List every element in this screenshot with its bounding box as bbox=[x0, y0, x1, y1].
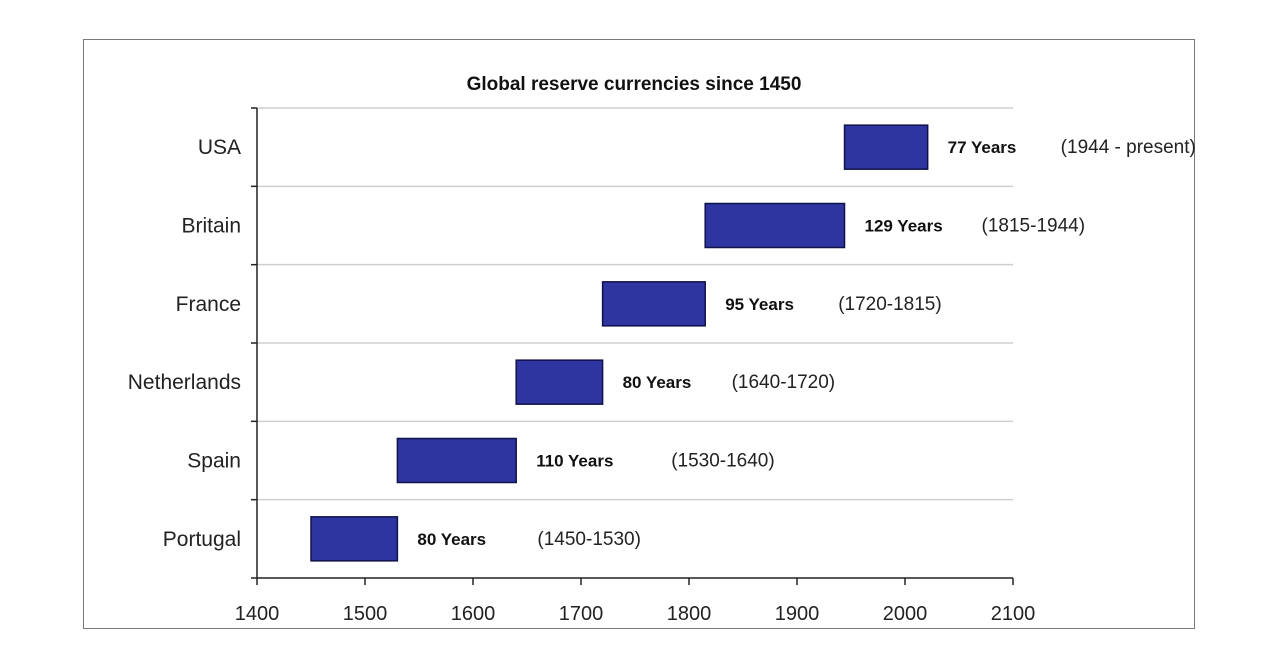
category-label-portugal: Portugal bbox=[163, 528, 241, 551]
x-tick-labels: 1400 1500 1600 1700 1800 1900 2000 2100 bbox=[235, 603, 1036, 625]
bar-france bbox=[601, 281, 706, 327]
duration-label-spain: 110 Years bbox=[536, 452, 613, 471]
gridlines bbox=[257, 107, 1013, 501]
period-label-spain: (1530-1640) bbox=[671, 451, 775, 472]
category-label-spain: Spain bbox=[187, 450, 241, 473]
x-tick-label-1500: 1500 bbox=[343, 603, 388, 625]
duration-label-britain: 129 Years bbox=[865, 217, 943, 236]
chart-frame bbox=[83, 39, 1195, 629]
duration-label-france: 95 Years bbox=[725, 295, 794, 314]
x-tick-label-1400: 1400 bbox=[235, 603, 280, 625]
axes bbox=[251, 107, 1014, 585]
category-label-france: France bbox=[176, 293, 241, 316]
data-labels: 77 Years (1944 - present) 129 Years (1815-1… bbox=[417, 137, 1195, 550]
category-label-britain: Britain bbox=[181, 215, 241, 238]
period-label-france: (1720-1815) bbox=[838, 294, 942, 315]
duration-label-usa: 77 Years bbox=[948, 138, 1017, 157]
duration-label-portugal: 80 Years bbox=[417, 530, 486, 549]
bar-portugal bbox=[310, 516, 399, 562]
bar-britain bbox=[704, 202, 846, 249]
period-label-britain: (1815-1944) bbox=[982, 216, 1086, 237]
x-tick-label-1600: 1600 bbox=[451, 603, 496, 625]
x-tick-label-1900: 1900 bbox=[775, 603, 820, 625]
x-tick-label-1700: 1700 bbox=[559, 603, 604, 625]
bar-netherlands bbox=[515, 359, 604, 405]
category-labels: USA Britain France Netherlands Spain Portugal bbox=[128, 136, 241, 551]
bar-usa bbox=[843, 124, 929, 170]
period-label-usa: (1944 - present) bbox=[1061, 137, 1196, 158]
range-bars bbox=[310, 124, 929, 562]
duration-label-netherlands: 80 Years bbox=[623, 373, 692, 392]
x-tick-label-2100: 2100 bbox=[991, 603, 1036, 625]
bar-spain bbox=[396, 437, 517, 484]
x-tick-label-1800: 1800 bbox=[667, 603, 712, 625]
chart-title: Global reserve currencies since 1450 bbox=[467, 74, 802, 95]
period-label-netherlands: (1640-1720) bbox=[732, 372, 836, 393]
category-label-usa: USA bbox=[198, 136, 241, 159]
period-label-portugal: (1450-1530) bbox=[537, 529, 641, 550]
category-label-netherlands: Netherlands bbox=[128, 371, 241, 394]
x-tick-label-2000: 2000 bbox=[883, 603, 928, 625]
